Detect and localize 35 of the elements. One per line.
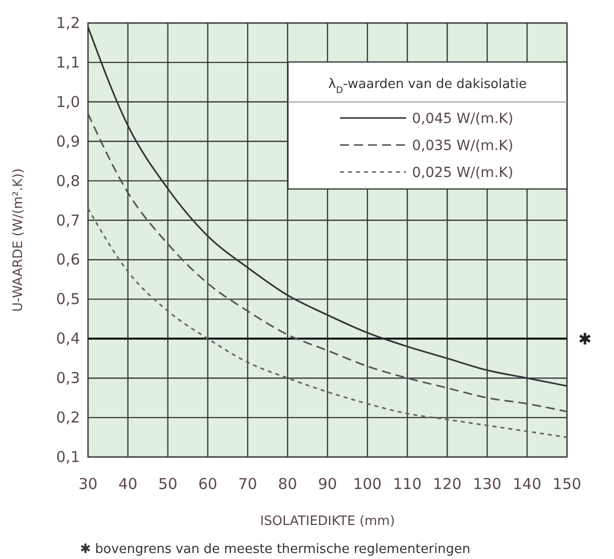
x-tick-label: 50 xyxy=(158,475,178,493)
x-tick-label: 150 xyxy=(552,475,582,493)
y-tick-label: 0,4 xyxy=(56,330,80,348)
y-tick-label: 0,9 xyxy=(56,132,80,150)
x-tick-label: 110 xyxy=(393,475,422,493)
line-series xyxy=(87,208,568,438)
y-tick-label: 0,2 xyxy=(56,408,80,427)
y-tick-label: 1,0 xyxy=(56,92,80,111)
y-tick-label: 0,1 xyxy=(56,448,80,466)
legend-title: λ$_{D}$-waarden van de dakisolatie xyxy=(328,77,527,96)
y-tick-label: 0,3 xyxy=(56,369,80,388)
x-tick-label: 70 xyxy=(238,475,258,493)
x-tick-label: 80 xyxy=(278,475,298,493)
x-tick-label: 140 xyxy=(512,475,542,493)
y-tick-label: 1,2 xyxy=(56,14,80,32)
y-tick-label: 1,1 xyxy=(56,53,80,72)
ref-line-label: ✱ xyxy=(578,330,592,349)
y-tick-label: 0,8 xyxy=(56,172,80,190)
legend-label: 0,045 W/(m.K) xyxy=(412,111,514,127)
x-tick-label: 30 xyxy=(78,475,98,493)
x-tick-label: 60 xyxy=(198,475,218,493)
y-tick-label: 0,5 xyxy=(56,290,80,308)
x-tick-label: 40 xyxy=(118,475,138,493)
x-tick-label: 100 xyxy=(353,475,382,493)
y-axis-title: U-WAARDE (W/(m².K)) xyxy=(11,168,26,312)
x-axis-title: ISOLATIEDIKTE (mm) xyxy=(260,514,395,529)
legend-label: 0,025 W/(m.K) xyxy=(412,165,514,181)
x-tick-label: 130 xyxy=(472,475,502,493)
y-tick-label: 0,6 xyxy=(56,250,80,269)
x-tick-label: 120 xyxy=(432,475,462,493)
legend-label: 0,035 W/(m.K) xyxy=(412,138,514,154)
y-tick-label: 0,7 xyxy=(56,211,80,230)
x-tick-label: 90 xyxy=(318,475,338,493)
text: ✱ bovengrens van de meeste thermische reglementeringen xyxy=(80,542,470,557)
line-series xyxy=(87,112,568,412)
